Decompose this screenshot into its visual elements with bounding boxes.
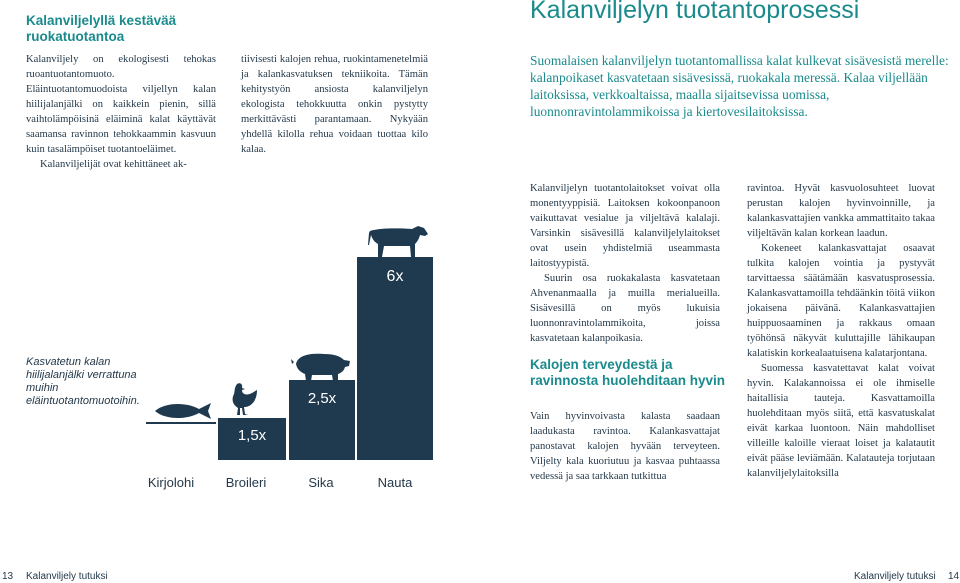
left-col2-paragraph-1: tiivisesti kalojen rehua, ruokintamenete…	[241, 54, 428, 155]
category-label-sika: Sika	[308, 475, 334, 490]
right-page-lead: Suomalaisen kalanviljelyn tuotantomallis…	[530, 53, 949, 119]
bar-sika	[289, 380, 355, 460]
bar-kirjolohi	[146, 422, 216, 424]
bar-broileri	[218, 418, 286, 460]
right-subheading: Kalojen terveydestä ja ravinnosta huoleh…	[530, 357, 726, 388]
right-column-2: ravintoa. Hyvät kasvuolosuhteet luovat p…	[747, 181, 935, 481]
fish-icon	[155, 403, 211, 419]
left-column-2: tiivisesti kalojen rehua, ruokintamenete…	[241, 52, 428, 157]
left-page-title: Kalanviljelyllä kestävää ruokatuotantoa	[26, 13, 177, 44]
bar-sika-value: 2,5x	[307, 390, 337, 407]
left-column-1: Kalanviljely on ekologisesti tehokas ruo…	[26, 52, 216, 172]
bar-broileri-value: 1,5x	[237, 427, 267, 444]
pig-icon	[291, 353, 350, 381]
right-column-1: Kalanviljelyn tuotantolaitokset voivat o…	[530, 181, 720, 346]
left-page-number: 13	[2, 571, 14, 582]
right-col1-paragraph-3: Vain hyvinvoivasta kalasta saadaan laadu…	[530, 411, 720, 482]
right-page-number: 14	[948, 571, 960, 582]
right-col1-paragraph-1: Kalanviljelyn tuotantolaitokset voivat o…	[530, 183, 720, 269]
carbon-footprint-chart: 1,5x 2,5x 6x Kirjolohi Broileri Sika Nau…	[0, 0, 480, 500]
cow-icon	[368, 226, 428, 257]
right-col2-paragraph-1: ravintoa. Hyvät kasvuolosuhteet luovat p…	[747, 183, 935, 239]
category-label-nauta: Nauta	[377, 475, 413, 490]
chicken-icon	[232, 383, 257, 415]
right-col1-paragraph-2: Suurin osa ruokakalasta kasvatetaan Ahve…	[530, 273, 720, 344]
right-col2-paragraph-2: Kokeneet kalankasvattajat osaavat tulkit…	[747, 243, 935, 359]
left-publication-name: Kalanviljely tutuksi	[26, 571, 108, 582]
left-col1-paragraph-2: Kalanviljelijät ovat kehittäneet ak-	[40, 159, 187, 170]
right-col2-paragraph-3: Suomessa kasvatettavat kalat voivat hyvi…	[747, 363, 935, 479]
chart-caption: Kasvatetun kalan hiilijalanjälki verratt…	[26, 356, 140, 407]
category-label-broileri: Broileri	[225, 475, 267, 490]
category-label-kirjolohi: Kirjolohi	[147, 475, 195, 490]
right-publication-name: Kalanviljely tutuksi	[854, 571, 936, 582]
right-column-1-lower: Vain hyvinvoivasta kalasta saadaan laadu…	[530, 409, 720, 484]
bar-nauta	[357, 257, 433, 460]
left-col1-paragraph-1: Kalanviljely on ekologisesti tehokas ruo…	[26, 54, 216, 155]
bar-nauta-value: 6x	[386, 268, 404, 285]
right-page-title: Kalanviljelyn tuotantoprosessi	[530, 0, 860, 24]
